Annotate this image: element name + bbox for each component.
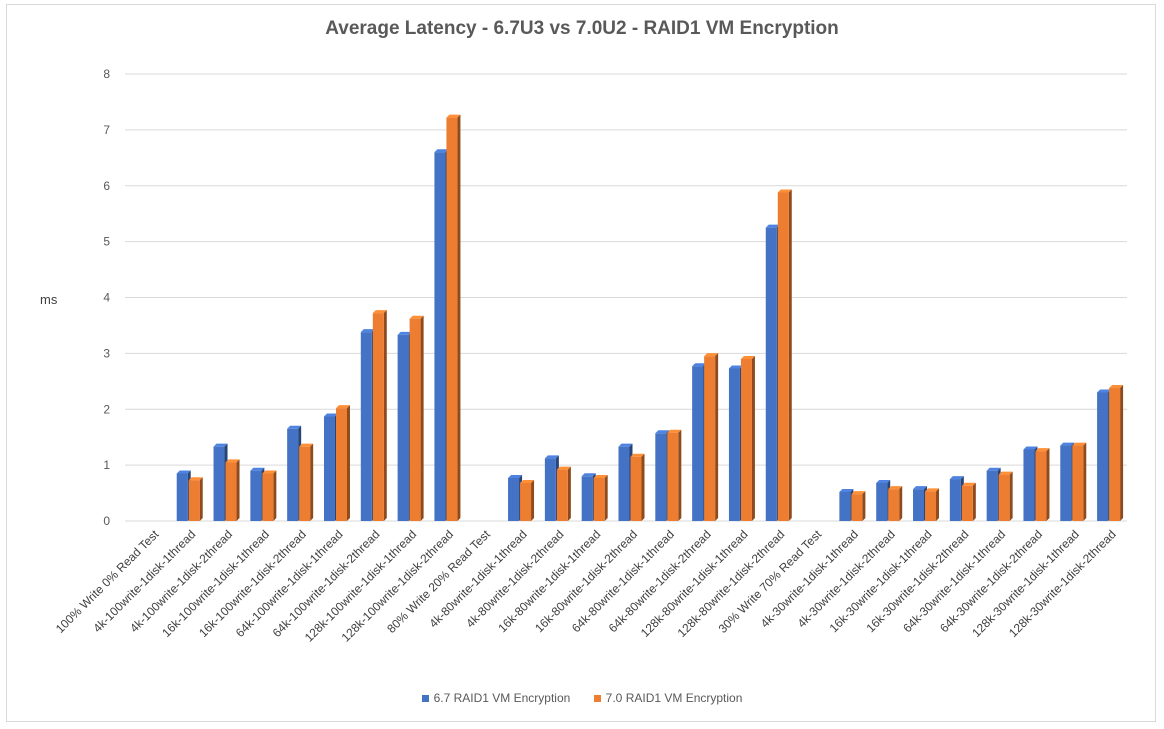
bar-6-7-14 [655,430,670,521]
bar-6-7-24 [1023,446,1038,521]
bar-7-0-14 [667,429,682,521]
y-tick-label: 3 [103,346,110,360]
legend: 6.7 RAID1 VM Encryption 7.0 RAID1 VM Enc… [0,691,1164,705]
bar-7-0-20 [888,486,903,521]
bar-6-7-4 [287,425,302,521]
bar-7-0-1 [188,477,203,521]
y-tick-label: 0 [103,514,110,528]
bar-7-0-21 [925,488,940,521]
legend-label-7-0: 7.0 RAID1 VM Encryption [605,691,743,705]
bar-6-7-2 [213,443,228,521]
bar-6-7-25 [1060,442,1075,521]
bar-7-0-7 [409,315,424,521]
bar-7-0-15 [704,353,719,521]
bar-7-0-25 [1072,442,1087,521]
legend-swatch-6-7 [421,695,429,703]
x-axis-labels: 100% Write 0% Read Test4k-100write-1disk… [53,527,1119,645]
y-axis-ticks: 0 1 2 3 4 5 6 7 8 [103,67,110,528]
y-tick-label: 4 [103,291,110,305]
bar-7-0-26 [1109,385,1124,521]
bar-7-0-3 [262,470,277,521]
chart-title: Average Latency - 6.7U3 vs 7.0U2 - RAID1… [325,18,839,39]
bars [176,114,1124,522]
bar-7-0-17 [777,189,792,521]
bar-6-7-3 [250,467,265,521]
bar-7-0-19 [851,491,866,521]
bar-7-0-24 [1035,448,1050,521]
bar-7-0-16 [740,355,755,521]
bar-6-7-1 [176,470,191,521]
y-tick-label: 2 [103,402,110,416]
bar-6-7-20 [876,480,891,521]
y-tick-label: 5 [103,235,110,249]
y-tick-label: 6 [103,179,110,193]
bar-7-0-5 [335,405,350,521]
bar-6-7-10 [508,474,523,521]
bar-6-7-8 [434,149,449,521]
legend-item-6-7: 6.7 RAID1 VM Encryption [421,691,571,705]
y-tick-label: 1 [103,458,110,472]
legend-swatch-7-0 [593,695,601,703]
gridlines [125,73,1127,522]
bar-6-7-17 [765,224,780,521]
y-tick-label: 8 [103,67,110,81]
chart-frame [6,4,1156,722]
bar-7-0-4 [299,443,314,521]
bar-7-0-10 [520,480,535,521]
bar-7-0-22 [961,482,976,521]
bar-7-0-12 [593,474,608,521]
bar-7-0-6 [372,310,387,521]
bar-6-7-11 [544,455,559,521]
bar-7-0-13 [630,453,645,521]
bar-7-0-2 [225,459,240,521]
bar-6-7-19 [839,488,854,521]
legend-item-7-0: 7.0 RAID1 VM Encryption [593,691,743,705]
bar-6-7-26 [1097,389,1112,521]
bar-7-0-11 [556,466,571,521]
y-tick-label: 7 [103,123,110,137]
bar-6-7-13 [618,443,633,521]
bar-6-7-15 [692,363,707,521]
bar-6-7-16 [728,365,743,521]
bar-6-7-7 [397,331,412,521]
bar-6-7-6 [360,329,375,521]
bar-6-7-21 [913,486,928,521]
bar-6-7-5 [323,413,338,521]
bar-6-7-22 [949,476,964,521]
bar-6-7-23 [986,467,1001,521]
bar-7-0-8 [446,114,461,522]
bar-6-7-12 [581,473,596,521]
legend-label-6-7: 6.7 RAID1 VM Encryption [433,691,571,705]
y-axis-label: ms [40,292,58,307]
bar-7-0-23 [998,471,1013,521]
